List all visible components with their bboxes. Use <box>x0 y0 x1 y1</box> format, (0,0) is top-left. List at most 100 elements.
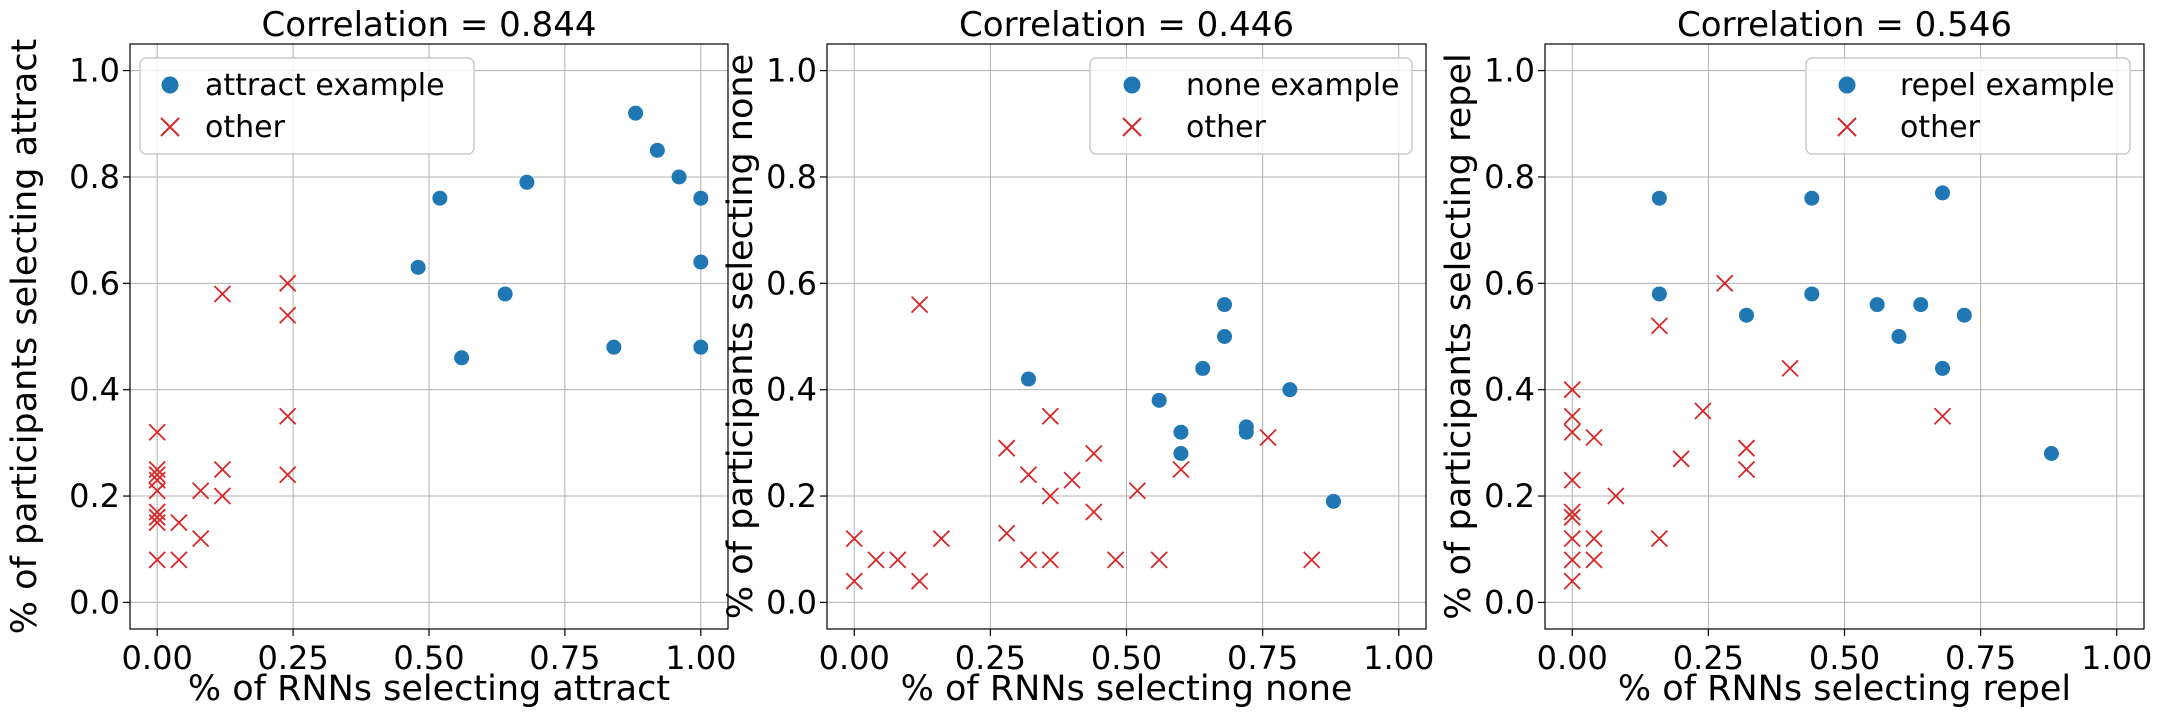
panel-2-x-tick-label: 0.75 <box>1227 639 1298 677</box>
panel-2-other-point <box>998 524 1016 542</box>
panel-2-legend-other-marker <box>1122 117 1142 137</box>
panel-1-other-point <box>279 407 297 425</box>
panel-3-other-point <box>1563 423 1581 441</box>
panel-3-example-point <box>1738 307 1754 323</box>
panel-1-legend-other-marker <box>160 117 180 137</box>
panel-3-title: Correlation = 0.546 <box>1677 5 2012 45</box>
panel-3-legend-example-marker <box>1838 76 1856 94</box>
panel-1-example-point <box>671 169 687 185</box>
panel-1-legend-example-marker <box>161 76 179 94</box>
panel-2-legend-other-label: other <box>1186 110 1267 145</box>
panel-1-example-point <box>497 286 513 302</box>
panel-1-title: Correlation = 0.844 <box>262 5 597 45</box>
panel-2-other-point <box>910 572 929 590</box>
panel-3-other-point <box>1716 274 1734 292</box>
panel-1-other-point <box>170 551 188 569</box>
panel-3-other-point <box>1563 508 1581 526</box>
panel-2-example-point <box>1173 424 1189 440</box>
panel-3-other-point <box>1563 503 1581 521</box>
panel-2-example-point <box>1173 446 1189 461</box>
panel-2: 0.00 0.25 0.50 0.75 1.00 0.0 0.2 0.4 0.6 0.8 1.0 C… <box>721 5 1434 709</box>
panel-1-x-tick-label: 0.00 <box>122 639 193 677</box>
panel-3-example-point <box>1935 185 1951 201</box>
panel-2-other-point <box>1128 482 1147 500</box>
panel-3-other-point <box>1563 572 1581 590</box>
panel-2-legend-example-marker <box>1123 76 1141 94</box>
panel-3-y-tick-label: 0.2 <box>1484 477 1535 515</box>
panel-1-other-point <box>279 306 297 324</box>
panel-3-y-tick-label: 0.6 <box>1484 264 1535 302</box>
panel-2-other-point <box>1019 551 1038 569</box>
panel-2-y-tick-label: 0.6 <box>766 264 817 302</box>
panel-2-x-tick-label: 0.25 <box>955 639 1026 677</box>
panel-3-other-point <box>1737 460 1756 479</box>
panel-3-other-point <box>1563 529 1581 548</box>
panel-1-legend-box <box>139 57 475 155</box>
panel-1-example-point <box>454 350 470 366</box>
panel-3-other-point <box>1563 551 1581 569</box>
panel-3-other-point <box>1650 317 1668 335</box>
panel-2-other-point <box>867 551 885 569</box>
panel-3-x-tick-label: 0.25 <box>1673 639 1744 677</box>
panel-2-y-tick-label: 0.4 <box>766 371 817 409</box>
panel-3-example-point <box>1869 297 1885 313</box>
panel-2-other-point <box>1303 551 1321 569</box>
panel-2-x-tick-label: 0.00 <box>819 639 890 677</box>
panel-3-other-point <box>1563 381 1581 399</box>
panel-1-x-tick-label: 1.00 <box>665 639 736 677</box>
panel-3-y-axis-label: % of participants selecting repel <box>1439 53 1479 620</box>
panel-2-example-point <box>1020 371 1036 387</box>
panel-1-other-point <box>192 529 210 548</box>
panel-2-other-point <box>1172 460 1190 479</box>
panel-2-x-tick-label: 0.50 <box>1091 639 1162 677</box>
panel-2-example-point <box>1217 329 1233 344</box>
panel-1-other-point <box>213 285 232 303</box>
panel-3-example-point <box>1651 190 1667 206</box>
panel-3-legend-other-marker <box>1837 117 1857 137</box>
panel-3-y-tick-label: 1.0 <box>1484 52 1535 90</box>
panel-2-title: Correlation = 0.446 <box>959 5 1294 45</box>
panel-1-other-point <box>213 460 232 479</box>
panel-1-x-tick-label: 0.25 <box>257 639 328 677</box>
panel-2-legend: none example other <box>1089 57 1413 155</box>
panel-2-other-point <box>1259 428 1277 447</box>
panel-1-example-point <box>649 142 665 158</box>
panel-3-example-point <box>1651 286 1667 302</box>
panel-1-x-tick-label: 0.50 <box>393 639 464 677</box>
panel-2-other-point <box>1150 551 1168 569</box>
panel-1-example-point <box>606 339 622 355</box>
panel-3-example-point <box>2043 446 2059 461</box>
panel-1-legend-other-label: other <box>205 110 286 145</box>
panel-3-other-point <box>1650 529 1668 548</box>
panel-3-other-point <box>1607 487 1625 505</box>
panel-3-x-tick-label: 0.50 <box>1809 639 1880 677</box>
panel-2-other-point <box>1019 466 1038 484</box>
panel-3-x-tick-label: 1.00 <box>2081 639 2152 677</box>
panel-1-example-point <box>693 190 709 206</box>
panel-2-example-point <box>1325 493 1341 509</box>
panel-2-y-tick-label: 0.0 <box>766 583 817 621</box>
panel-1-legend: attract example other <box>139 57 475 155</box>
panel-3-x-axis-label: % of RNNs selecting repel <box>1618 669 2071 709</box>
panel-2-y-tick-label: 0.8 <box>766 158 817 196</box>
panel-3-legend-other-label: other <box>1900 110 1981 145</box>
panel-3-legend-box <box>1805 57 2131 155</box>
panel-3-other-point <box>1585 428 1603 447</box>
panel-1-example-point <box>410 259 426 275</box>
panel-2-y-tick-label: 0.2 <box>766 477 817 515</box>
panel-1-y-tick-label: 0.0 <box>69 583 120 621</box>
panel-1-other-point <box>148 551 166 569</box>
panel-2-legend-example-label: none example <box>1186 68 1400 103</box>
panel-1-other-point <box>279 274 297 292</box>
panel-2-legend-box <box>1089 57 1413 155</box>
panel-3-y-tick-label: 0.4 <box>1484 371 1535 409</box>
panel-1-y-tick-label: 0.6 <box>69 264 120 302</box>
panel-2-x-axis-label: % of RNNs selecting none <box>901 669 1353 709</box>
panel-1-legend-example-label: attract example <box>205 68 445 103</box>
panel-3-example-point <box>1956 307 1972 323</box>
panel-3-x-tick-label: 0.00 <box>1537 639 1608 677</box>
panel-3-legend: repel example other <box>1805 57 2131 155</box>
panel-3-x-tick-label: 0.75 <box>1945 639 2016 677</box>
panel-2-example-point <box>1151 392 1167 408</box>
